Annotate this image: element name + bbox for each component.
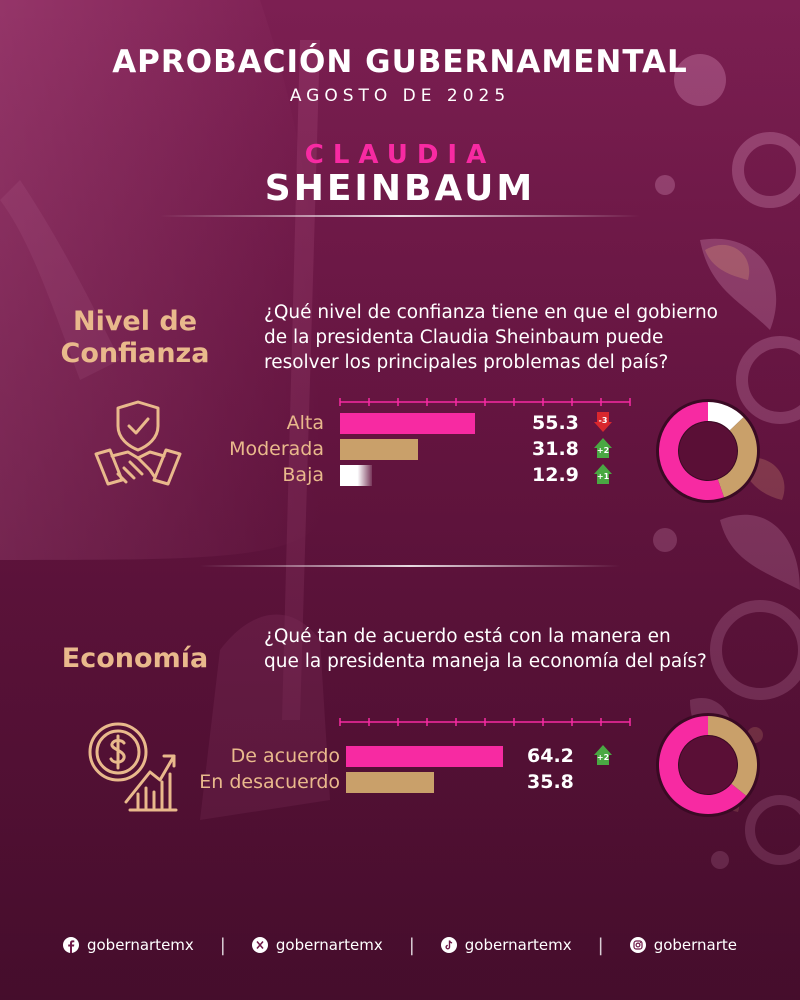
change-label: +2 xyxy=(597,446,609,455)
bar-moderada xyxy=(340,439,418,460)
question-line: de la presidenta Claudia Sheinbaum puede xyxy=(264,327,664,348)
question-economia: ¿Qué tan de acuerdo está con la manera e… xyxy=(264,624,784,674)
donut-confianza-slice xyxy=(717,417,757,498)
donut-economia xyxy=(656,713,760,817)
change-up-badge: +2 xyxy=(594,745,612,765)
question-line: ¿Qué tan de acuerdo está con la manera e… xyxy=(264,626,671,647)
section-divider xyxy=(200,565,620,567)
section-title-line: Confianza xyxy=(60,338,210,369)
bar-baja xyxy=(340,465,372,486)
bar-value: 35.8 xyxy=(527,771,574,793)
change-down-badge: -3 xyxy=(594,412,612,432)
donut-confianza-slice xyxy=(659,402,725,500)
change-label: -3 xyxy=(599,416,608,425)
change-label: +2 xyxy=(597,753,609,762)
change-up-badge: +2 xyxy=(594,438,612,458)
bar-label: Baja xyxy=(282,464,324,486)
bar-value: 55.3 xyxy=(532,412,579,434)
bar-label: Moderada xyxy=(229,438,324,460)
name-last: SHEINBAUM xyxy=(264,168,536,209)
social-handle: gobernartemx xyxy=(275,936,383,954)
question-line: ¿Qué nivel de confianza tiene en que el … xyxy=(264,302,718,323)
dollar-growth-chart-icon xyxy=(88,722,178,812)
bar-label: En desacuerdo xyxy=(199,771,340,793)
social-tiktok[interactable]: gobernartemx xyxy=(440,936,572,954)
section-title-line: Economía xyxy=(61,643,209,674)
section-title-economia: Economía xyxy=(40,643,230,675)
bar-label: Alta xyxy=(286,412,324,434)
donut-hole xyxy=(679,422,737,480)
bar-alta xyxy=(340,413,476,434)
facebook-icon xyxy=(62,937,79,953)
bar-chart-economia xyxy=(339,718,631,726)
bar-de-acuerdo xyxy=(346,746,504,767)
x-axis xyxy=(339,398,631,406)
page-title: APROBACIÓN GUBERNAMENTAL xyxy=(112,44,688,80)
separator: | xyxy=(408,934,415,956)
social-x[interactable]: gobernartemx xyxy=(251,936,383,954)
name-first: CLAUDIA xyxy=(304,140,496,170)
page-subtitle: AGOSTO DE 2025 xyxy=(289,86,511,106)
social-footer: gobernartemx | gobernartemx | gobernarte… xyxy=(0,930,800,960)
bar-value: 64.2 xyxy=(527,745,574,767)
tiktok-icon xyxy=(440,937,457,953)
donut-hole xyxy=(679,736,737,794)
bar-chart-confianza xyxy=(339,398,631,406)
section-title-confianza: Nivel de Confianza xyxy=(40,306,230,370)
handshake-shield-icon xyxy=(94,400,182,486)
bar-value: 31.8 xyxy=(532,438,579,460)
social-handle: gobernartemx xyxy=(464,936,572,954)
bar-en-desacuerdo xyxy=(346,772,434,793)
section-title-line: Nivel de xyxy=(72,306,198,337)
x-icon xyxy=(251,937,268,953)
header-divider xyxy=(160,215,640,217)
change-label: +1 xyxy=(597,472,610,481)
donut-economia-slice xyxy=(708,716,757,796)
social-handle: gobernarte xyxy=(653,936,738,954)
donut-confianza xyxy=(656,399,760,503)
social-handle: gobernartemx xyxy=(86,936,194,954)
bar-label: De acuerdo xyxy=(230,745,340,767)
instagram-icon xyxy=(629,937,646,953)
bar-value: 12.9 xyxy=(532,464,579,486)
separator: | xyxy=(597,934,604,956)
donut-economia-slice xyxy=(659,716,747,814)
question-confianza: ¿Qué nivel de confianza tiene en que el … xyxy=(264,300,784,375)
social-facebook[interactable]: gobernartemx xyxy=(62,936,194,954)
social-instagram[interactable]: gobernarte xyxy=(629,936,738,954)
donut-confianza-slice xyxy=(708,402,744,431)
separator: | xyxy=(219,934,226,956)
question-line: que la presidenta maneja la economía del… xyxy=(264,651,707,672)
question-line: resolver los principales problemas del p… xyxy=(264,352,669,373)
x-axis xyxy=(339,718,631,726)
change-up-badge: +1 xyxy=(594,464,612,484)
